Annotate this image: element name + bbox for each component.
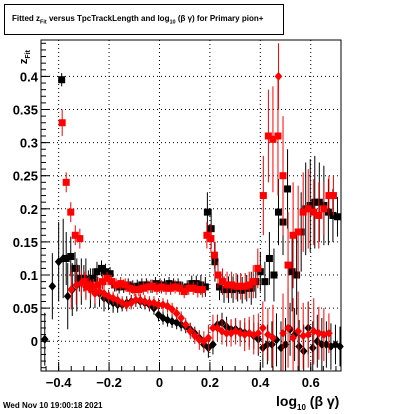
data-point-square	[67, 253, 74, 260]
y-tick-label: 0.05	[13, 301, 38, 316]
x-tick-label: −0.4	[46, 375, 72, 390]
title-var-sub: Fit	[40, 20, 47, 26]
title-suffix: (β γ) for Primary pion+	[178, 14, 264, 23]
data-point-square	[76, 235, 83, 242]
y-title-main: z	[18, 59, 30, 65]
data-point-square	[211, 258, 218, 265]
data-point-square	[280, 172, 287, 179]
data-point-square	[204, 209, 211, 216]
data-point-square	[261, 278, 268, 285]
y-tick-label: 0.15	[13, 235, 38, 250]
x-tick-label: 0	[156, 375, 163, 390]
y-tick-label: 0.1	[20, 268, 38, 283]
data-point-square	[207, 235, 214, 242]
data-point-square	[67, 209, 74, 216]
plot-frame	[41, 40, 341, 371]
data-point-square	[250, 278, 257, 285]
x-tick-label: −0.2	[96, 375, 122, 390]
y-tick-label: 0	[31, 334, 38, 349]
title-log-sub: 10	[169, 20, 175, 26]
data-point-square	[285, 262, 292, 269]
y-tick-label: 0.2	[20, 202, 38, 217]
title-prefix: Fitted	[12, 14, 34, 23]
data-point-square	[254, 265, 261, 272]
y-tick-label: 0.4	[20, 69, 39, 84]
data-point-square	[275, 209, 282, 216]
data-point-square	[211, 252, 218, 259]
data-point-square	[295, 228, 302, 235]
chart-title: Fitted zFit versus TpcTrackLength and lo…	[4, 4, 284, 35]
data-point-square	[59, 119, 66, 126]
data-point-square	[315, 212, 322, 219]
data-point-square	[199, 286, 206, 293]
data-point-square	[214, 272, 221, 279]
data-point-square	[58, 76, 65, 83]
timestamp-footer: Wed Nov 10 19:00:18 2021	[3, 401, 102, 410]
y-tick-label: 0.25	[13, 169, 38, 184]
data-point-square	[284, 185, 291, 192]
x-title-tail: (β γ)	[310, 393, 340, 409]
y-tick-label: 0.3	[20, 136, 38, 151]
x-title-sub: 10	[297, 403, 306, 412]
title-middle: versus TpcTrackLength and log	[49, 14, 169, 23]
data-point-square	[260, 192, 267, 199]
x-title-main: log	[276, 393, 297, 409]
x-tick-label: 0.4	[251, 375, 270, 390]
data-point-square	[274, 132, 281, 139]
y-axis-title: zFit	[18, 50, 32, 64]
x-tick-label: 0.2	[201, 375, 219, 390]
data-point-square	[270, 272, 277, 279]
data-point-square	[320, 205, 327, 212]
data-point-square	[334, 213, 341, 220]
data-point-square	[266, 255, 273, 262]
data-point-square	[63, 179, 70, 186]
y-tick-label: 0.35	[13, 103, 38, 118]
y-title-sub: Fit	[25, 50, 32, 59]
x-axis-title: log10 (β γ)	[276, 393, 339, 412]
data-point-square	[330, 192, 337, 199]
data-point-square	[293, 272, 300, 279]
x-tick-label: 0.6	[302, 375, 320, 390]
